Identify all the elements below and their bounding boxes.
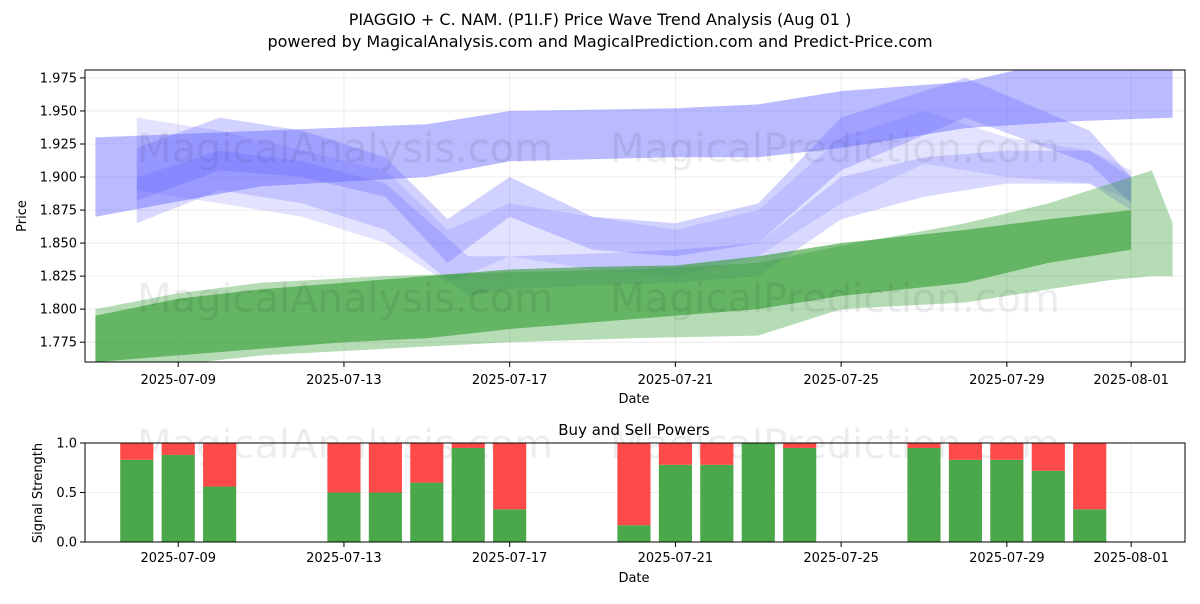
buy-bar-1 [161,454,195,542]
blue-wave-c [136,111,1132,283]
watermark-prediction-mid: MagicalPrediction.com [610,276,1060,322]
price-xtick-label-0: 2025-07-09 [140,373,216,388]
price-ytick-label-3: 1.850 [40,237,77,252]
signal-xtick-label-6: 2025-08-01 [1093,551,1169,566]
buy-bar-3 [327,492,361,542]
buy-bar-6 [451,447,485,542]
price-xtick-label-4: 2025-07-25 [803,373,879,388]
signal-y-axis-label: Signal Strength [31,443,46,543]
buy-sell-title: Buy and Sell Powers [558,421,710,439]
buy-bar-15 [990,459,1024,542]
sell-bar-6 [451,443,485,448]
sell-bar-12 [783,443,817,448]
signal-xtick-label-5: 2025-07-29 [969,551,1045,566]
sell-bar-16 [1031,443,1065,471]
price-bands [95,70,1173,362]
signal-xtick-label-2: 2025-07-17 [472,551,548,566]
price-ytick-label-2: 1.825 [40,270,77,285]
blue-wave-b [136,150,1132,296]
chart-title-line1: PIAGGIO + C. NAM. (P1I.F) Price Wave Tre… [349,10,852,29]
price-xtick-label-1: 2025-07-13 [306,373,382,388]
blue-upper-band [95,70,1173,217]
sell-bar-4 [368,443,402,493]
watermark-analysis-top: MagicalAnalysis.com [137,126,553,172]
price-wave-chart: MagicalAnalysis.com MagicalPrediction.co… [15,69,1186,407]
green-band [95,210,1132,362]
signal-xtick-label-4: 2025-07-25 [803,551,879,566]
price-y-axis: 1.775 1.800 1.825 1.850 1.875 1.900 1.925 1.950… [40,71,85,351]
sell-bar-13 [907,443,941,448]
signal-xtick-label-3: 2025-07-21 [638,551,714,566]
sell-bar-5 [410,443,444,483]
price-xtick-label-6: 2025-08-01 [1093,373,1169,388]
price-ytick-label-1: 1.800 [40,303,77,318]
sell-bar-14 [948,443,982,460]
signal-xtick-label-1: 2025-07-13 [306,551,382,566]
sell-bar-9 [658,443,692,465]
sell-bar-0 [120,443,154,460]
buy-bar-5 [410,482,444,542]
signal-x-axis: 2025-07-09 2025-07-13 2025-07-17 2025-07-21… [140,542,1169,566]
signal-x-axis-label: Date [618,571,649,586]
sell-bar-1 [161,443,195,455]
buy-bar-11 [741,443,775,542]
price-plot-frame [84,69,1186,363]
signal-ytick-label-2: 1.0 [56,437,77,452]
buy-bar-0 [120,459,154,542]
price-ytick-label-4: 1.875 [40,204,77,219]
watermark-prediction-top: MagicalPrediction.com [610,126,1060,172]
price-xtick-label-2: 2025-07-17 [472,373,548,388]
signal-y-axis: 0.0 0.5 1.0 [56,437,85,551]
signal-xtick-label-0: 2025-07-09 [140,551,216,566]
buy-bar-14 [948,459,982,542]
buy-bar-10 [700,464,734,542]
buy-sell-chart: Buy and Sell Powers MagicalAnalysis.com … [31,421,1186,586]
watermark-analysis-mid: MagicalAnalysis.com [137,276,553,322]
buy-bar-16 [1031,470,1065,542]
green-band-faint [95,170,1173,362]
buy-bar-9 [658,464,692,542]
price-ytick-label-7: 1.950 [40,104,77,119]
sell-bar-2 [203,443,237,487]
signal-ytick-label-0: 0.0 [56,536,77,551]
buy-bar-2 [203,486,237,542]
sell-bar-10 [700,443,734,465]
signal-ytick-label-1: 0.5 [56,486,77,501]
price-x-axis: 2025-07-09 2025-07-13 2025-07-17 2025-07-21… [140,362,1169,388]
signal-bars [120,443,1107,542]
chart-title-line2: powered by MagicalAnalysis.com and Magic… [267,32,932,51]
price-xtick-label-5: 2025-07-29 [969,373,1045,388]
price-ytick-label-8: 1.975 [40,71,77,86]
price-ytick-label-6: 1.925 [40,137,77,152]
buy-bar-17 [1073,509,1107,542]
buy-bar-12 [783,447,817,542]
price-ytick-label-0: 1.775 [40,336,77,351]
price-ytick-label-5: 1.900 [40,171,77,186]
buy-bar-13 [907,447,941,542]
price-xtick-label-3: 2025-07-21 [638,373,714,388]
price-y-axis-label: Price [15,200,30,232]
sell-bar-7 [493,443,527,510]
sell-bar-8 [617,443,651,526]
buy-bar-7 [493,509,527,542]
buy-bar-4 [368,492,402,542]
sell-bar-3 [327,443,361,493]
blue-wave-a [136,77,1132,263]
buy-bar-8 [617,525,651,542]
price-x-axis-label: Date [618,392,649,407]
sell-bar-17 [1073,443,1107,510]
sell-bar-15 [990,443,1024,460]
